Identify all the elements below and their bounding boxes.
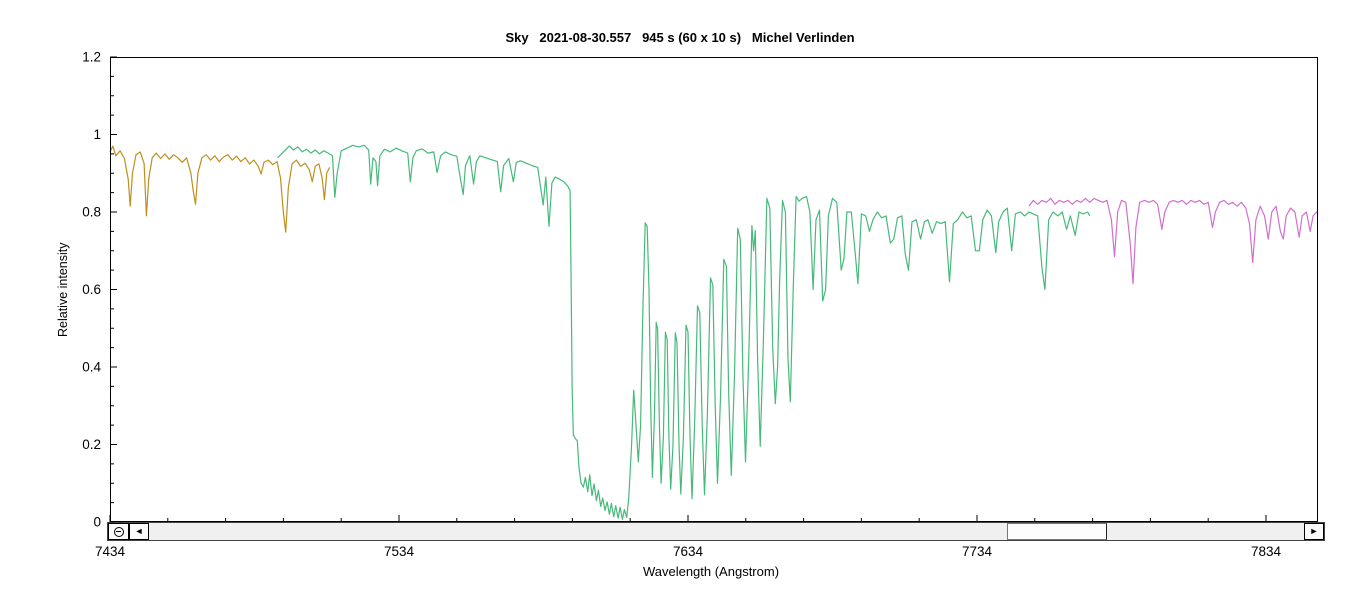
x-axis-ticks — [109, 515, 1267, 522]
plot-border — [110, 57, 1318, 522]
y-tick-label: 0.2 — [82, 437, 101, 452]
spectrum-segment-green — [277, 144, 1091, 520]
right-arrow-icon: ► — [1309, 526, 1319, 536]
chart-title: Sky 2021-08-30.557 945 s (60 x 10 s) Mic… — [505, 30, 855, 45]
y-tick-label: 0.4 — [82, 360, 101, 375]
x-tick-label: 7634 — [673, 544, 704, 559]
circled-minus-icon — [113, 526, 124, 537]
plot-area[interactable]: 7434 7534 7634 7734 7834 0 0.2 0.4 0.6 0.8 1 1.2 — [82, 50, 1319, 559]
y-tick-label: 0 — [93, 515, 101, 530]
scrollbar-thumb[interactable] — [1007, 523, 1108, 540]
x-axis-label: Wavelength (Angstrom) — [642, 564, 780, 579]
scroll-left-button[interactable]: ◄ — [129, 523, 149, 540]
x-tick-label: 7434 — [95, 544, 126, 559]
tick-labels: 7434 7534 7634 7734 7834 0 0.2 0.4 0.6 0.8 1 1.2 — [82, 50, 1281, 560]
x-tick-label: 7834 — [1251, 544, 1282, 559]
y-axis-ticks — [110, 56, 117, 523]
y-tick-label: 1 — [93, 127, 101, 142]
left-arrow-icon: ◄ — [134, 526, 144, 536]
spectrum-segment-gold — [109, 145, 331, 233]
x-tick-label: 7534 — [384, 544, 415, 559]
x-tick-label: 7734 — [962, 544, 993, 559]
y-axis-label: Relative intensity — [56, 242, 70, 337]
y-tick-label: 0.6 — [82, 282, 101, 297]
horizontal-scrollbar: ◄ ► — [107, 522, 1325, 541]
y-tick-label: 1.2 — [82, 50, 101, 65]
y-tick-label: 0.8 — [82, 205, 101, 220]
spectrum-segment-pink — [1028, 197, 1319, 285]
scrollbar-track[interactable] — [149, 523, 1304, 540]
series-lines — [109, 144, 1319, 520]
zoom-out-button[interactable] — [108, 523, 129, 540]
scroll-right-button[interactable]: ► — [1304, 523, 1324, 540]
